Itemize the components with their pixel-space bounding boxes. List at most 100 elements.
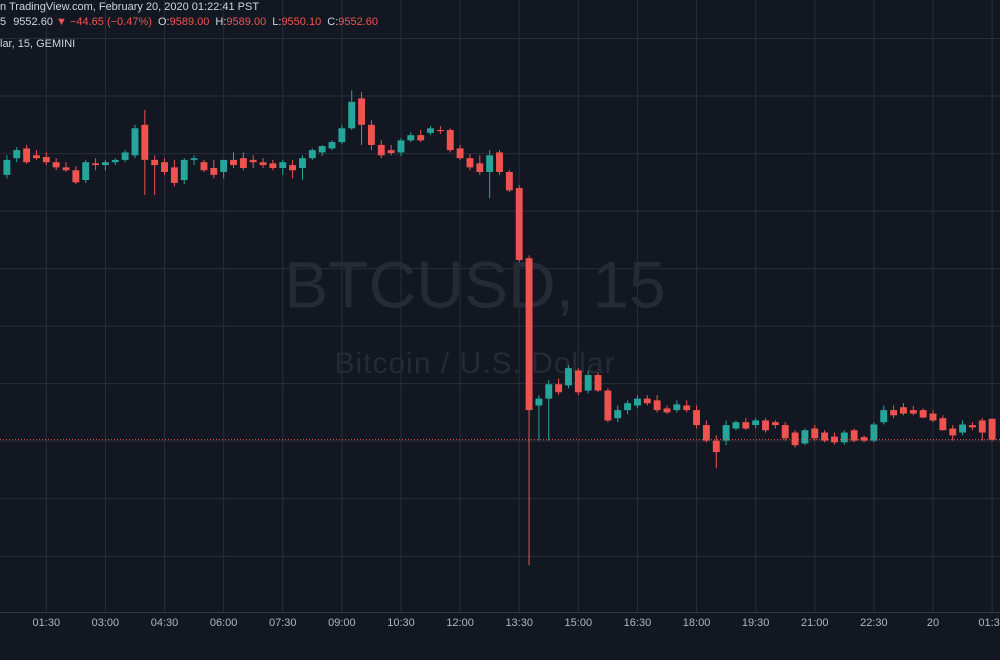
candle-body [141,124,149,160]
candle-body [949,428,957,436]
candle-body [870,424,878,441]
candle-body [771,422,779,426]
open-label: O: [158,16,170,28]
candle-body [693,410,700,426]
candle-body [505,171,513,191]
candle-body [111,159,119,163]
x-axis: 01:30 03:00 04:30 06:00 07:30 09:00 10:30 12:00… [33,617,1000,629]
candle-body [259,162,267,166]
candle-body [968,425,976,428]
candle-body [308,150,316,159]
candle-body [407,135,415,141]
candle-body [200,162,208,171]
open-value: 9589.00 [170,16,210,28]
candle-body [890,410,898,416]
x-tick-label: 06:00 [210,617,238,629]
candle-body [900,407,907,414]
x-tick-label: 18:00 [683,617,711,629]
x-tick-label: 20 [927,617,939,629]
candle-body [594,375,602,391]
candle-body [525,258,533,411]
candle-body [377,144,385,156]
candle-body [190,158,198,160]
candle-body [92,163,100,166]
candle-body [239,158,247,168]
candle-body [476,163,484,172]
candle-body [702,425,710,441]
candle-body [752,420,760,426]
low-value: 9550.10 [281,16,321,28]
candle-body [683,405,691,411]
candle-body [663,408,671,413]
candle-body [801,430,809,444]
candle-body [397,140,405,153]
candle-body [210,167,218,175]
candle-body [121,152,129,160]
published-line: n TradingView.com, February 20, 2020 01:… [0,1,259,13]
candle-body [939,418,947,431]
candle-body [220,159,228,172]
candle-body [584,375,592,391]
candle-body [791,432,799,446]
x-tick-label: 22:30 [860,617,888,629]
candle-body [161,162,168,172]
candle-body [387,150,395,153]
high-label: H: [215,16,226,28]
x-tick-label: 09:00 [328,617,356,629]
candle-body [624,403,632,411]
candle-body [821,432,829,441]
close-label: C: [327,16,338,28]
candle-body [811,428,819,439]
candle-body [456,148,464,159]
candle-body [850,430,858,441]
candle-body [180,159,188,181]
x-tick-label: 01:30 [978,617,1000,629]
candle-body [673,404,681,411]
x-tick-label: 16:30 [624,617,652,629]
candle-body [348,101,356,129]
candle-body [545,384,553,399]
candle-body [230,159,237,166]
change: ▼ −44.65 (−0.47%) [56,16,152,28]
candle-body [23,148,31,163]
candle-body [712,440,720,453]
candle-body [299,158,306,168]
x-tick-label: 03:00 [92,617,120,629]
watermark: BTCUSD, 15 [284,247,665,321]
candle-body [929,413,937,421]
candle-body [919,410,927,418]
candle-body [62,167,70,171]
low-label: L: [272,16,281,28]
candle-body [33,155,40,159]
candle-body [722,425,730,441]
candle-body [289,165,297,171]
candle-body [535,398,543,406]
candle-body [959,424,967,433]
high-value: 9589.00 [226,16,266,28]
symbol-line: lar, 15, GEMINI [0,38,75,50]
candle-body [72,170,80,183]
x-tick-label: 12:00 [446,617,474,629]
candles [0,90,1000,566]
candle-body [269,163,277,168]
candle-body [486,155,494,172]
x-tick-label: 21:00 [801,617,829,629]
candle-body [614,410,622,419]
candle-body [131,128,139,156]
candle-body [3,159,11,175]
candle-body [338,128,346,143]
candle-body [13,150,21,159]
candle-body [604,390,612,421]
candle-body [909,410,917,414]
candle-body [436,129,444,132]
candle-body [496,152,503,172]
candle-body [446,129,454,151]
candle-body [318,146,326,153]
candle-body [427,128,434,133]
candle-body [742,422,750,429]
candle-body [988,418,996,440]
x-tick-label: 04:30 [151,617,179,629]
candle-body [732,422,740,429]
